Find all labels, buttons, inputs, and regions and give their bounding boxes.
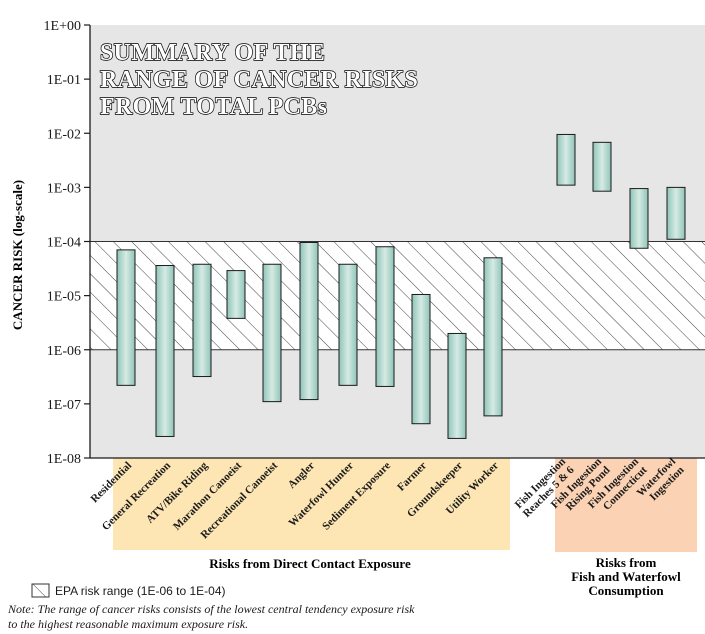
- legend-hatch-swatch: [31, 583, 50, 598]
- y-tick-label: 1E-01: [47, 73, 81, 88]
- y-tick-label: 1E-05: [47, 290, 81, 305]
- note-line-2: to the highest reasonable maximum exposu…: [8, 617, 248, 631]
- risk-bar-utility-worker: [483, 257, 503, 417]
- group-label-fish-line-2: Fish and Waterfowl: [571, 569, 681, 584]
- group-label-fish-line-3: Consumption: [588, 583, 664, 598]
- risk-bar-farmer: [411, 293, 431, 425]
- chart-title-line-3: FROM TOTAL PCBs: [100, 94, 327, 120]
- legend-label: EPA risk range (1E-06 to 1E-04): [55, 584, 226, 598]
- risk-bar-atv-bike-riding: [192, 263, 212, 378]
- risk-bar-sediment-exposure: [375, 246, 395, 387]
- y-tick-label: 1E-03: [47, 181, 81, 196]
- risk-bar-fish-ingestion-rising-pond: [592, 141, 612, 192]
- risk-bar-general-recreation: [155, 265, 175, 437]
- chart-title-line-1: SUMMARY OF THE: [100, 40, 325, 66]
- direct-contact-band: [113, 458, 510, 550]
- y-axis: 1E+00 1E-01 1E-02 1E-03 1E-04 1E-05 1E-06 1E-07…: [44, 19, 705, 467]
- y-tick-label: 1E+00: [44, 19, 81, 34]
- risk-bars: [116, 133, 686, 439]
- chart-title-line-2: RANGE OF CANCER RISKS: [100, 67, 418, 93]
- y-tick-label: 1E-02: [47, 127, 81, 142]
- risk-bar-fish-ingestion-reaches-5-6: [556, 133, 576, 186]
- y-tick-label: 1E-07: [47, 398, 81, 413]
- risk-bar-marathon-canoeist: [226, 270, 246, 319]
- risk-bar-residential: [116, 249, 136, 386]
- risk-bar-groundskeeper: [447, 332, 467, 439]
- epa-risk-range-band: [90, 241, 705, 350]
- y-axis-label: CANCER RISK (log-scale): [10, 180, 25, 330]
- risk-bar-waterfowl-hunter: [338, 263, 358, 386]
- risk-bar-recreational-canoeist: [262, 263, 282, 403]
- y-tick-label: 1E-06: [47, 344, 81, 359]
- y-tick-label: 1E-04: [47, 236, 81, 251]
- risk-bar-waterfowl-ingestion: [666, 186, 686, 240]
- risk-bar-fish-ingestion-connecticut: [629, 188, 649, 249]
- y-tick-label: 1E-08: [47, 452, 81, 467]
- group-label-fish-line-1: Risks from: [596, 555, 657, 570]
- note-line-1: Note: The range of cancer risks consists…: [7, 602, 415, 616]
- fish-waterfowl-band: [555, 458, 697, 552]
- group-label-direct: Risks from Direct Contact Exposure: [209, 556, 411, 571]
- risk-bar-angler: [299, 241, 319, 401]
